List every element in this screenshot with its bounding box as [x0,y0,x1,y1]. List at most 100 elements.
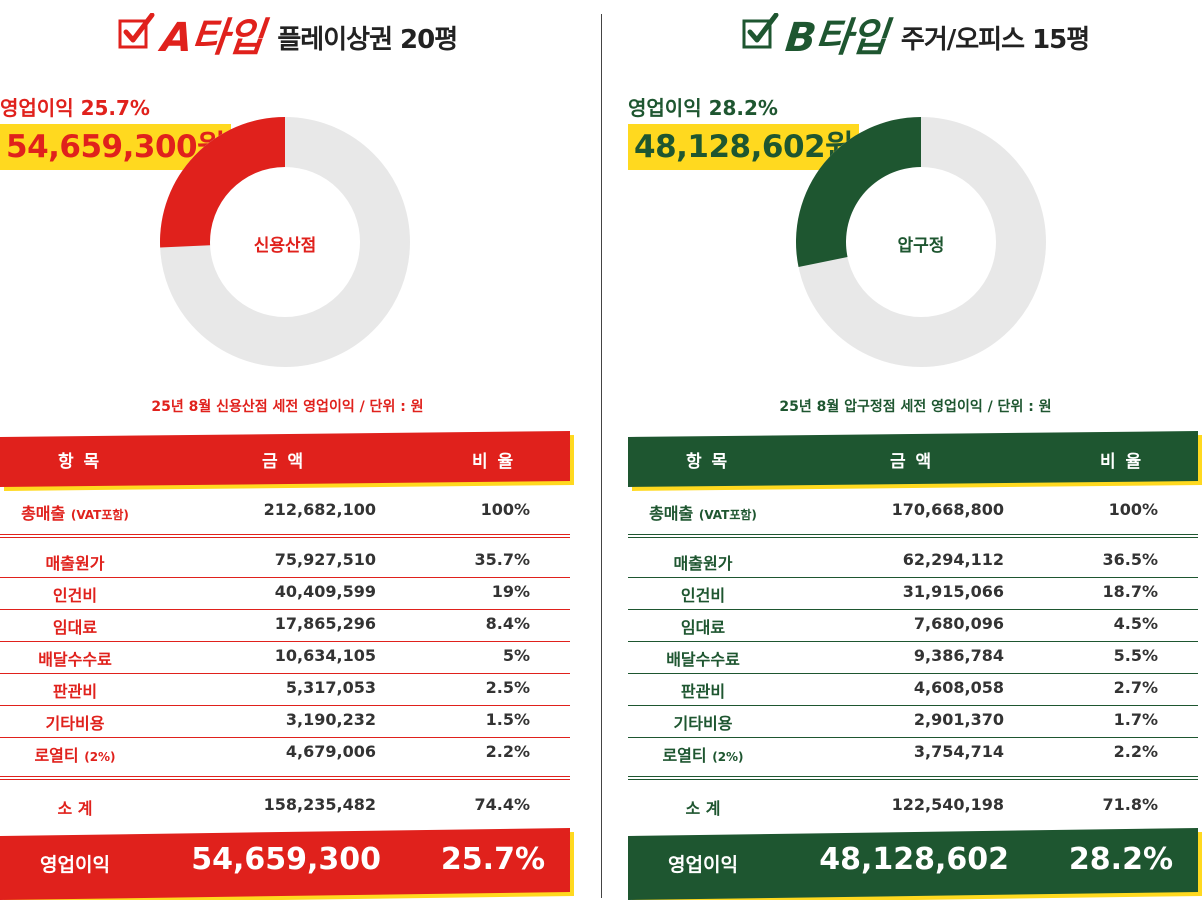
row-ratio: 4.5% [1113,614,1158,633]
row-ratio: 1.5% [485,710,530,729]
row-amount: 17,865,296 [274,614,376,633]
operating-label: 영업이익 [668,854,738,876]
donut-arc [796,117,921,267]
row-amount: 158,235,482 [263,795,376,814]
profit-amount-highlight: 48,128,602원 [628,124,860,170]
operating-amount: 48,128,602 [819,842,1009,877]
donut-svg [160,117,410,367]
row-name: 임대료 [52,618,98,637]
panel-type-b: B타입 주거/오피스 15평 영업이익 28.2% 48,128,602원 압구… [628,0,1203,900]
donut-chart: 신용산점 [160,92,410,372]
row-note: (2%) [712,750,744,764]
row-amount: 62,294,112 [902,550,1004,569]
double-divider [0,776,570,780]
donut-center-label: 압구정 [897,236,945,256]
double-divider [628,776,1198,780]
row-divider [628,641,1198,642]
check-icon [742,13,779,49]
row-amount: 31,915,066 [902,582,1004,601]
row-divider [0,705,570,706]
row-note: (VAT포함) [70,508,129,522]
row-name: 배달수수료 [38,650,112,669]
row-ratio: 100% [480,500,530,519]
header-item: 항 목 [58,452,102,472]
profit-label: 영업이익 25.7% [0,96,150,120]
header-amount: 금 액 [262,452,306,472]
row-amount: 122,540,198 [891,795,1004,814]
row-ratio: 71.8% [1102,795,1158,814]
row-name: 임대료 [680,618,726,637]
donut-chart: 압구정 [796,92,1046,372]
row-name: 소 계 [57,799,93,818]
row-amount: 212,682,100 [263,500,376,519]
header-item: 항 목 [686,452,730,472]
row-ratio: 100% [1108,500,1158,519]
row-ratio: 2.2% [1113,742,1158,761]
table-caption: 25년 8월 신용산점 세전 영업이익 / 단위 : 원 [151,399,424,415]
row-note: (VAT포함) [698,508,757,522]
operating-label: 영업이익 [40,854,110,876]
row-divider [0,673,570,674]
row-amount: 40,409,599 [274,582,376,601]
double-divider [0,534,570,538]
header-ratio: 비 율 [472,452,516,472]
row-amount: 4,679,006 [285,742,376,761]
operating-ratio: 25.7% [440,842,545,877]
row-amount: 5,317,053 [285,678,376,697]
row-amount: 9,386,784 [913,646,1004,665]
row-amount: 4,608,058 [913,678,1004,697]
row-name: 소 계 [685,799,721,818]
check-icon [118,13,155,49]
type-label: A타입 [158,15,266,61]
row-name: 인건비 [680,586,726,605]
donut-arc [160,117,285,248]
row-divider [628,609,1198,610]
row-name: 인건비 [52,586,98,605]
row-amount: 3,190,232 [285,710,376,729]
header-amount: 금 액 [890,452,934,472]
store-subtitle: 주거/오피스 15평 [900,24,1090,55]
row-ratio: 2.7% [1113,678,1158,697]
row-divider [628,737,1198,738]
row-name: 기타비용 [673,714,733,733]
row-name: 배달수수료 [666,650,740,669]
row-ratio: 5.5% [1113,646,1158,665]
row-ratio: 1.7% [1113,710,1158,729]
operating-profit-bar: 영업이익 48,128,602 28.2% [628,828,1203,900]
row-ratio: 2.5% [485,678,530,697]
row-amount: 3,754,714 [913,742,1004,761]
row-divider [0,737,570,738]
row-name: 기타비용 [45,714,105,733]
center-divider [601,14,602,898]
table-header: 항 목 금 액 비 율 [628,431,1203,487]
header-ratio: 비 율 [1100,452,1144,472]
row-name: 총매출 [649,504,694,523]
row-amount: 2,901,370 [913,710,1004,729]
row-name: 로열티 [34,746,79,765]
row-name: 총매출 [21,504,66,523]
row-divider [628,705,1198,706]
panel-heading: A타입 플레이상권 20평 [0,4,575,64]
store-subtitle: 플레이상권 20평 [277,24,458,55]
profit-amount-highlight: 54,659,300원 [0,124,232,170]
row-name: 판관비 [680,682,726,701]
row-amount: 7,680,096 [913,614,1004,633]
row-ratio: 8.4% [485,614,530,633]
row-divider [0,609,570,610]
row-name: 매출원가 [673,554,733,573]
panel-type-a: A타입 플레이상권 20평 영업이익 25.7% 54,659,300원 신용산… [0,0,575,900]
row-name: 판관비 [52,682,98,701]
double-divider [628,534,1198,538]
row-ratio: 5% [502,646,530,665]
operating-profit-bar: 영업이익 54,659,300 25.7% [0,828,575,900]
row-divider [628,577,1198,578]
row-amount: 170,668,800 [891,500,1004,519]
row-ratio: 35.7% [474,550,530,569]
row-name: 매출원가 [45,554,105,573]
operating-amount: 54,659,300 [191,842,381,877]
row-note: (2%) [84,750,116,764]
row-ratio: 2.2% [485,742,530,761]
profit-label: 영업이익 28.2% [628,96,778,120]
type-label: B타입 [782,15,889,61]
table-caption: 25년 8월 압구정점 세전 영업이익 / 단위 : 원 [779,399,1052,415]
